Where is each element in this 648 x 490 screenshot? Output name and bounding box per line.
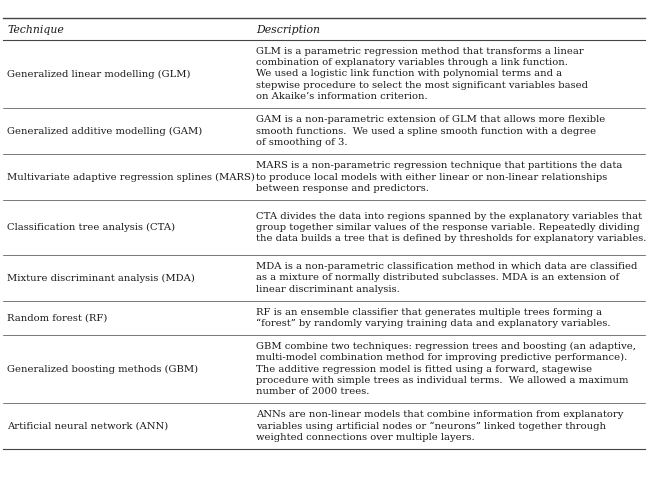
Text: CTA divides the data into regions spanned by the explanatory variables that
grou: CTA divides the data into regions spanne… [256, 212, 646, 243]
Text: GAM is a non-parametric extension of GLM that allows more flexible
smooth functi: GAM is a non-parametric extension of GLM… [256, 115, 605, 147]
Text: RF is an ensemble classifier that generates multiple trees forming a
“forest” by: RF is an ensemble classifier that genera… [256, 308, 610, 328]
Text: GLM is a parametric regression method that transforms a linear
combination of ex: GLM is a parametric regression method th… [256, 47, 588, 101]
Text: Multivariate adaptive regression splines (MARS): Multivariate adaptive regression splines… [7, 172, 255, 182]
Text: Generalized linear modelling (GLM): Generalized linear modelling (GLM) [7, 70, 191, 78]
Text: Technique: Technique [7, 25, 64, 35]
Text: Description: Description [256, 25, 320, 35]
Text: Mixture discriminant analysis (MDA): Mixture discriminant analysis (MDA) [7, 273, 195, 283]
Text: MDA is a non-parametric classification method in which data are classified
as a : MDA is a non-parametric classification m… [256, 262, 638, 294]
Text: ANNs are non-linear models that combine information from explanatory
variables u: ANNs are non-linear models that combine … [256, 410, 623, 442]
Text: MARS is a non-parametric regression technique that partitions the data
to produc: MARS is a non-parametric regression tech… [256, 161, 622, 193]
Text: Generalized boosting methods (GBM): Generalized boosting methods (GBM) [7, 365, 198, 373]
Text: GBM combine two techniques: regression trees and boosting (an adaptive,
multi-mo: GBM combine two techniques: regression t… [256, 342, 636, 396]
Text: Random forest (RF): Random forest (RF) [7, 314, 108, 322]
Text: Classification tree analysis (CTA): Classification tree analysis (CTA) [7, 223, 176, 232]
Text: Generalized additive modelling (GAM): Generalized additive modelling (GAM) [7, 126, 202, 136]
Text: Artificial neural network (ANN): Artificial neural network (ANN) [7, 421, 168, 431]
